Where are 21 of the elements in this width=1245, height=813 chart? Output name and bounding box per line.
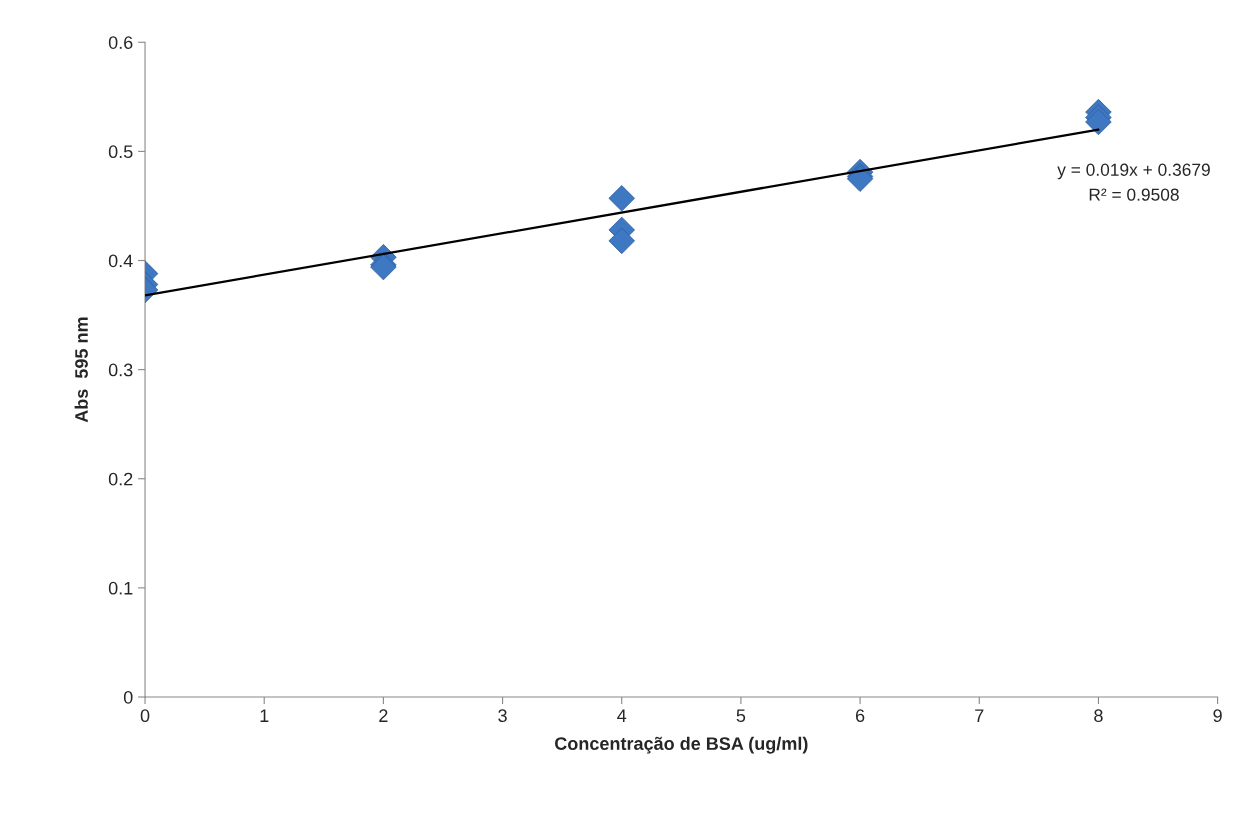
annotation: y = 0.019x + 0.3679 [1057, 163, 1210, 180]
y-tick-label: 0 [123, 690, 133, 704]
y-tick-label: 0.4 [108, 254, 133, 268]
x-tick-label: 6 [855, 709, 865, 723]
x-tick-label: 2 [379, 709, 388, 722]
x-tick-label: 0 [140, 709, 150, 723]
x-axis-title: Concentração de BSA (ug/ml) [555, 736, 808, 754]
x-tick-label: 7 [975, 709, 984, 722]
x-tick-label: 3 [498, 709, 507, 723]
x-tick-label: 5 [736, 709, 746, 723]
x-tick-label: 4 [617, 709, 627, 722]
x-tick-label: 8 [1094, 709, 1103, 723]
y-axis-title: Abs 595 nm [74, 317, 88, 423]
y-tick-label: 0.1 [108, 581, 133, 595]
y-tick-label: 0.5 [108, 145, 133, 159]
y-tick-label: 0.6 [108, 36, 133, 49]
annotation: R² = 0.9508 [1089, 188, 1179, 201]
x-tick-label: 9 [1213, 709, 1222, 723]
y-tick-label: 0.2 [108, 472, 133, 486]
x-tick-label: 1 [260, 709, 269, 722]
y-tick-label: 0.3 [108, 363, 133, 377]
